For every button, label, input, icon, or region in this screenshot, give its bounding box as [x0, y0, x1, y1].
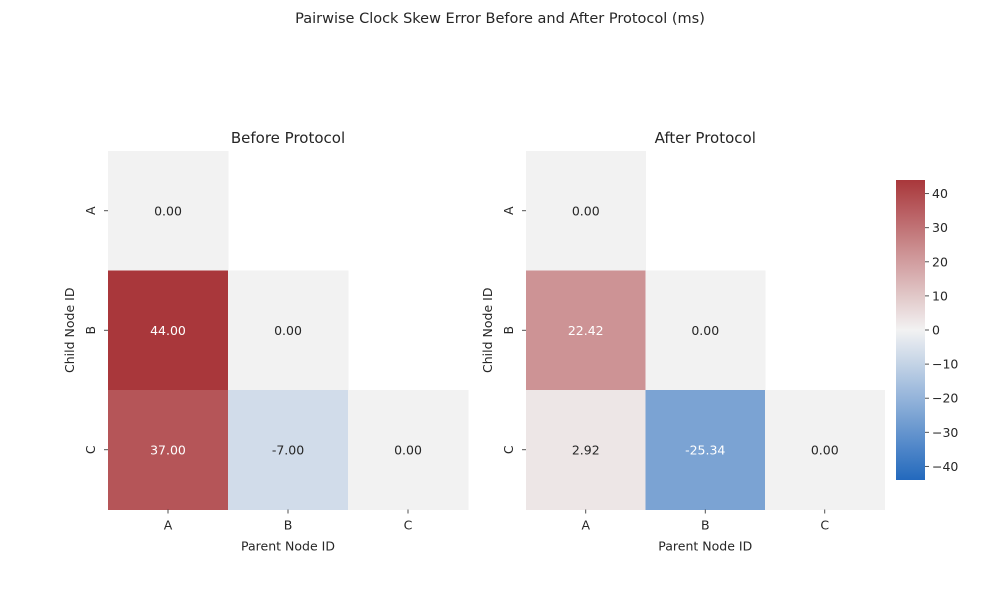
heatmap-cell: [348, 390, 469, 510]
y-tick-label: C: [501, 445, 516, 454]
heatmap-cell: [108, 151, 229, 271]
x-tick-label: A: [581, 518, 590, 533]
y-axis-label: Child Node ID: [62, 288, 77, 373]
colorbar-tick-label: 20: [932, 254, 948, 269]
cell-value-label: 44.00: [150, 323, 186, 338]
heatmap-cell: [526, 151, 646, 271]
x-axis-label: Parent Node ID: [658, 539, 752, 554]
x-tick-label: A: [164, 518, 173, 533]
heatmap-cell: [645, 390, 766, 510]
colorbar-tick-label: 40: [932, 186, 948, 201]
y-axis-label: Child Node ID: [480, 288, 495, 373]
colorbar-gradient: [896, 180, 925, 480]
x-tick-label: C: [404, 518, 413, 533]
colorbar-tick-label: 0: [932, 323, 940, 338]
figure-title: Pairwise Clock Skew Error Before and Aft…: [295, 11, 705, 27]
heatmap-cell: [645, 270, 766, 391]
heatmap-cell: [526, 390, 646, 510]
heatmap-cell: [228, 270, 349, 391]
cell-value-label: 0.00: [154, 203, 182, 218]
cell-value-label: 0.00: [572, 203, 600, 218]
colorbar-tick-label: −10: [932, 357, 958, 372]
x-tick-label: B: [284, 518, 293, 533]
colorbar-tick-label: −30: [932, 425, 958, 440]
panel-title: Before Protocol: [231, 129, 345, 147]
cell-value-label: -7.00: [272, 442, 304, 457]
heatmap-cell: [108, 270, 229, 391]
colorbar-tick-label: −20: [932, 391, 958, 406]
x-tick-label: B: [701, 518, 710, 533]
cell-value-label: 22.42: [568, 323, 604, 338]
cell-value-label: 0.00: [394, 442, 422, 457]
cell-value-label: 0.00: [811, 442, 839, 457]
panel-title: After Protocol: [655, 129, 756, 147]
x-tick-label: C: [820, 518, 829, 533]
y-tick-label: A: [83, 206, 98, 215]
heatmap-panel-2: 0.00 22.42 0.00 2.92 -25.34 0.00 After Protoco…: [480, 129, 885, 554]
colorbar-tick-label: 10: [932, 288, 948, 303]
colorbar-tick-label: −40: [932, 459, 958, 474]
heatmap-cell: [526, 270, 646, 391]
cell-value-label: -25.34: [685, 442, 725, 457]
y-tick-label: B: [501, 326, 516, 335]
cell-value-label: 2.92: [572, 442, 600, 457]
heatmap-cell: [108, 390, 229, 510]
cell-value-label: 0.00: [274, 323, 302, 338]
x-axis-label: Parent Node ID: [241, 539, 335, 554]
heatmap-cell: [228, 390, 349, 510]
y-tick-label: B: [83, 326, 98, 335]
heatmap-panel-1: 0.00 44.00 0.00 37.00 -7.00 0.00 Before Protoc…: [62, 129, 469, 554]
cell-value-label: 37.00: [150, 442, 186, 457]
y-tick-label: A: [501, 206, 516, 215]
colorbar: 40 30 20 10 0 −10 −20 −30 −40: [896, 180, 958, 480]
heatmap-cell: [765, 390, 885, 510]
cell-value-label: 0.00: [691, 323, 719, 338]
y-tick-label: C: [83, 445, 98, 454]
heatmap-panels: 0.00 44.00 0.00 37.00 -7.00 0.00 Before Protoc…: [62, 129, 885, 554]
colorbar-tick-label: 30: [932, 220, 948, 235]
